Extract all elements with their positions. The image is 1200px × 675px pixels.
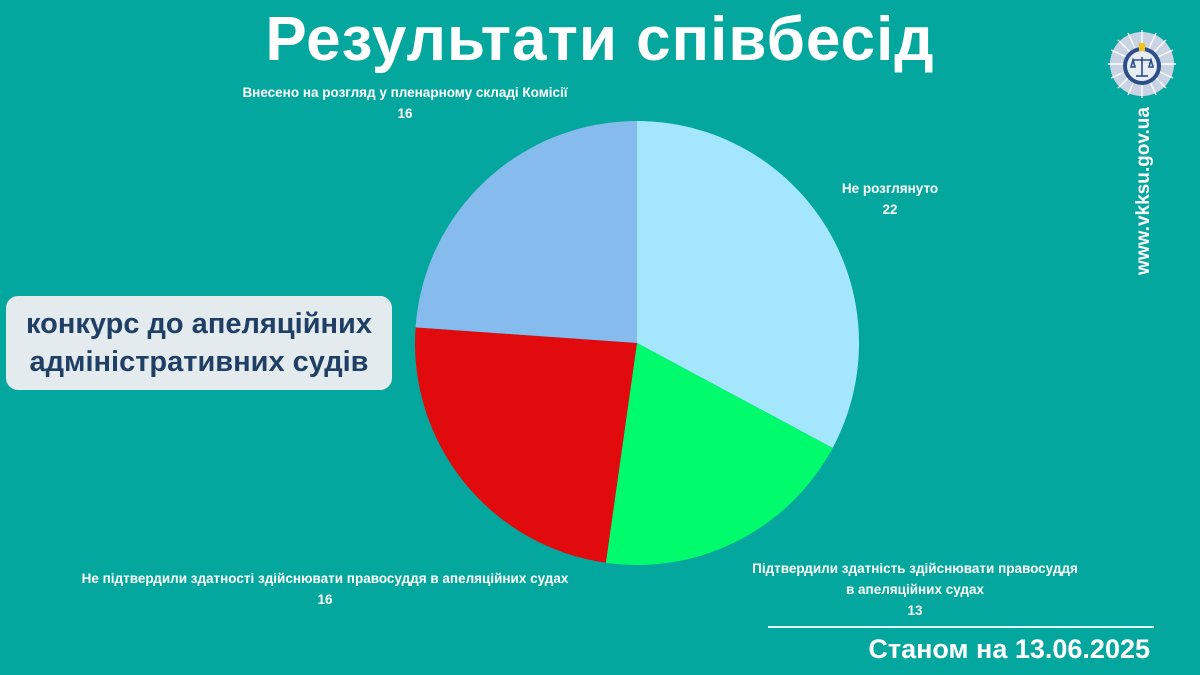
page-title: Результати співбесід	[265, 5, 935, 74]
pie-slice-not-confirmed	[415, 327, 637, 563]
slice-label-plenary: Внесено на розгляд у пленарному складі К…	[200, 82, 610, 124]
pie-slice-confirmed	[605, 343, 833, 566]
date-divider	[768, 626, 1154, 628]
vkksu-emblem-icon	[1108, 30, 1176, 98]
slice-label-not-confirmed-text: Не підтвердили здатності здійснювати пра…	[81, 571, 569, 586]
slice-label-not-reviewed-text: Не розглянуто	[841, 181, 939, 196]
slice-label-not-reviewed: Не розглянуто 22	[810, 178, 970, 220]
competition-subtitle-box: конкурс до апеляційних адміністративних …	[6, 296, 392, 390]
slice-label-plenary-text: Внесено на розгляд у пленарному складі К…	[242, 85, 568, 100]
slice-label-not-confirmed: Не підтвердили здатності здійснювати пра…	[30, 568, 620, 610]
slice-value-not-confirmed: 16	[317, 592, 333, 607]
slice-label-confirmed: Підтвердили здатність здійснювати правос…	[715, 558, 1115, 621]
pie-slice-plenary	[415, 121, 637, 343]
slice-value-confirmed: 13	[907, 603, 923, 618]
competition-subtitle: конкурс до апеляційних адміністративних …	[26, 305, 372, 381]
slice-label-confirmed-line1: Підтвердили здатність здійснювати правос…	[752, 561, 1078, 576]
website-text: www.vkksu.gov.ua	[1133, 107, 1155, 275]
date-label: Станом на 13.06.2025	[868, 634, 1150, 664]
subtitle-line-2: адміністративних судів	[29, 346, 369, 378]
subtitle-line-1: конкурс до апеляційних	[25, 308, 372, 340]
pie-slice-not-reviewed	[637, 121, 859, 448]
slice-label-confirmed-line2: в апеляційних судах	[846, 582, 984, 597]
slice-value-not-reviewed: 22	[882, 202, 898, 217]
website-link[interactable]: www.vkksu.gov.ua	[1126, 96, 1162, 286]
slice-value-plenary: 16	[397, 106, 413, 121]
